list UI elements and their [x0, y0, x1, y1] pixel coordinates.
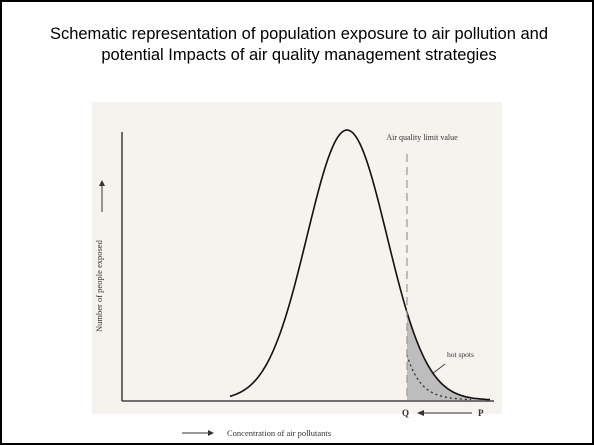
q-label: Q: [402, 408, 409, 418]
q-p-arrow-head: [417, 410, 424, 416]
x-axis-label: Concentration of air pollutants: [227, 428, 331, 438]
hot-spot-area: [407, 312, 490, 400]
limit-label: Air quality limit value: [386, 133, 458, 142]
hot-spots-pointer: [431, 363, 446, 375]
slide-title: Schematic representation of population e…: [49, 25, 549, 64]
p-label: P: [478, 408, 484, 418]
hot-spots-label: hot spots: [447, 350, 474, 359]
x-arrow-head: [208, 430, 214, 436]
figure-background: [92, 102, 502, 414]
y-axis-label: Number of people exposed: [94, 239, 104, 332]
exposure-curve: [229, 129, 490, 401]
reduced-distribution: [406, 354, 471, 401]
y-arrow-head: [99, 180, 105, 186]
